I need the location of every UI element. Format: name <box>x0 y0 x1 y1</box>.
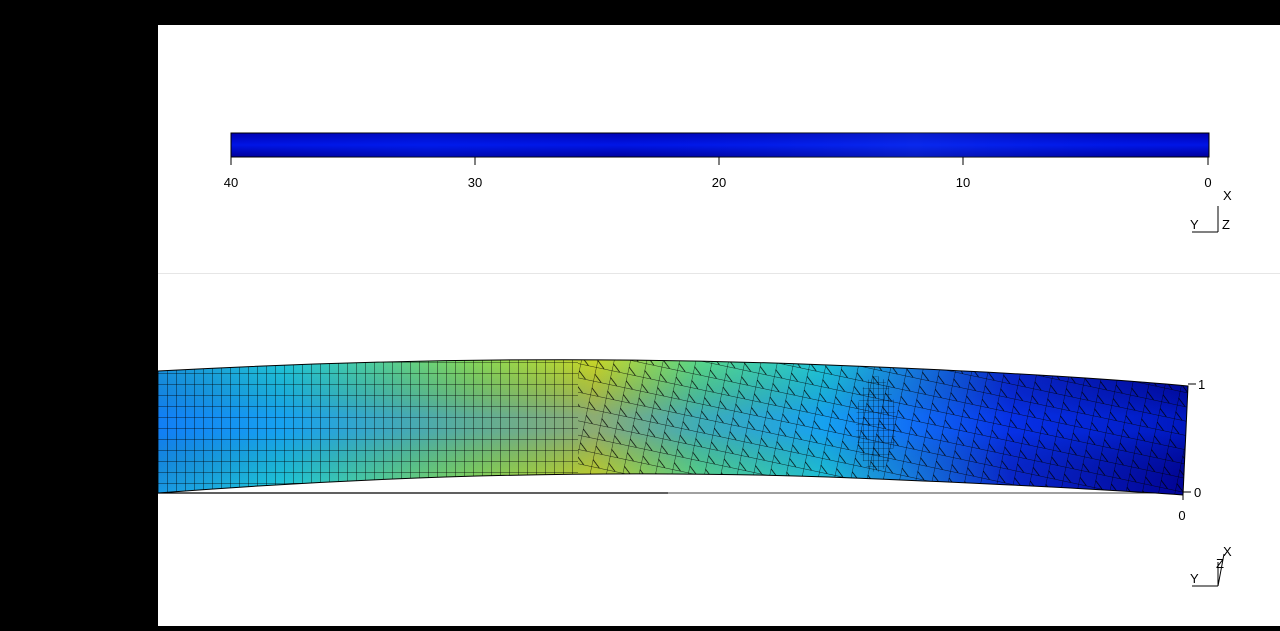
bottom-viewport[interactable]: 1 0 0 X Y Z <box>157 274 1280 626</box>
x-axis-ticks <box>230 157 1209 165</box>
svg-text:Z: Z <box>1216 556 1224 571</box>
axis-triad-bottom: X Y Z <box>1190 544 1232 587</box>
deformed-beam-mesh[interactable] <box>158 344 1198 504</box>
tick-label-10: 10 <box>956 175 970 190</box>
top-viewport[interactable]: 40 30 20 10 0 X Y Z <box>158 25 1280 273</box>
tick-label-0: 0 <box>1204 175 1211 190</box>
tick-label-20: 20 <box>712 175 726 190</box>
svg-text:Y: Y <box>1190 571 1199 586</box>
svg-text:Y: Y <box>1190 217 1199 232</box>
side-view-canvas: 1 0 0 X Y Z <box>157 344 1232 587</box>
tick-label-40: 40 <box>224 175 238 190</box>
side-tick-label-1: 1 <box>1198 377 1205 392</box>
svg-text:Z: Z <box>1222 217 1230 232</box>
svg-text:X: X <box>1223 188 1232 203</box>
viewport-divider <box>158 273 1280 274</box>
svg-text:X: X <box>1223 544 1232 559</box>
top-view-canvas: 40 30 20 10 0 X Y Z <box>224 132 1232 233</box>
y-axis-ticks <box>1182 383 1196 500</box>
axis-triad-top: X Y Z <box>1190 188 1232 233</box>
tick-label-30: 30 <box>468 175 482 190</box>
bottom-tick-label-0: 0 <box>1178 508 1185 523</box>
side-tick-label-0: 0 <box>1194 485 1201 500</box>
